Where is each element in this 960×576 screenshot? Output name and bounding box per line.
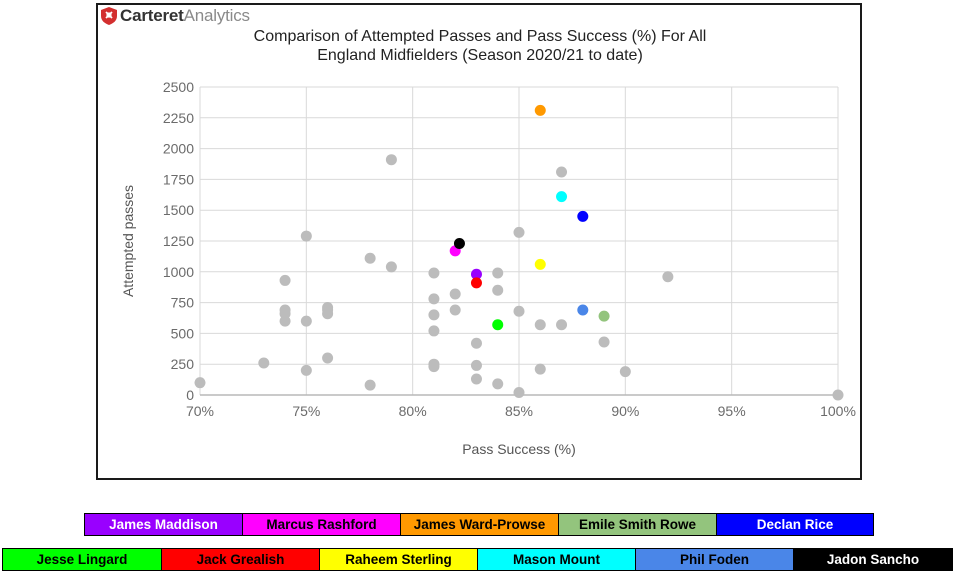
data-point — [300, 230, 312, 242]
legend-item-james-ward-prowse: James Ward-Prowse — [400, 513, 559, 536]
y-tick-label: 750 — [171, 295, 195, 311]
data-point — [428, 309, 440, 321]
x-tick-label: 70% — [186, 403, 214, 419]
legend-item-jack-grealish: Jack Grealish — [161, 548, 320, 571]
player-point-phil-foden — [577, 304, 589, 316]
data-point — [428, 293, 440, 305]
player-point-declan-rice — [577, 210, 589, 222]
y-tick-label: 1000 — [163, 264, 194, 280]
data-point — [832, 389, 844, 401]
data-point — [428, 325, 440, 337]
data-point — [385, 261, 397, 273]
data-point — [556, 166, 568, 178]
player-point-james-maddison — [470, 268, 482, 280]
x-axis-label: Pass Success (%) — [462, 441, 576, 457]
player-point-raheem-sterling — [534, 258, 546, 270]
data-point — [492, 284, 504, 296]
data-point — [449, 288, 461, 300]
data-point — [449, 304, 461, 316]
player-point-jack-grealish — [470, 277, 482, 289]
data-point — [428, 361, 440, 373]
data-point — [662, 271, 674, 283]
data-point — [534, 319, 546, 331]
y-tick-label: 2250 — [163, 110, 194, 126]
legend-item-jesse-lingard: Jesse Lingard — [2, 548, 162, 571]
data-point — [322, 308, 334, 320]
player-point-mason-mount — [556, 191, 568, 203]
y-tick-label: 250 — [171, 356, 195, 372]
x-tick-label: 90% — [611, 403, 639, 419]
player-point-jesse-lingard — [492, 319, 504, 331]
y-tick-label: 2000 — [163, 141, 194, 157]
data-point — [534, 363, 546, 375]
legend-item-raheem-sterling: Raheem Sterling — [319, 548, 478, 571]
data-point — [258, 357, 270, 369]
y-tick-label: 500 — [171, 325, 195, 341]
y-tick-label: 1750 — [163, 171, 194, 187]
chart-title-line-1: Comparison of Attempted Passes and Pass … — [253, 28, 707, 45]
data-point — [619, 366, 631, 378]
player-point-james-ward-prowse — [534, 104, 546, 116]
legend-item-marcus-rashford: Marcus Rashford — [242, 513, 401, 536]
x-tick-label: 75% — [292, 403, 320, 419]
data-point — [470, 337, 482, 349]
legend-item-james-maddison: James Maddison — [84, 513, 243, 536]
x-tick-label: 95% — [718, 403, 746, 419]
legend-row-1: James Maddison Marcus Rashford James Ward-… — [84, 513, 874, 536]
data-point — [279, 274, 291, 286]
data-point — [428, 267, 440, 279]
data-point — [513, 305, 525, 317]
data-point — [300, 315, 312, 327]
data-point — [470, 373, 482, 385]
x-tick-label: 100% — [820, 403, 856, 419]
data-point — [194, 377, 206, 389]
data-point — [322, 352, 334, 364]
data-point — [598, 336, 610, 348]
data-point — [492, 267, 504, 279]
y-tick-label: 2500 — [163, 79, 194, 95]
data-point — [364, 252, 376, 264]
data-point — [470, 359, 482, 371]
legend-item-emile-smith-rowe: Emile Smith Rowe — [558, 513, 717, 536]
brand-logo: CarteretAnalytics — [101, 6, 250, 26]
data-point — [556, 319, 568, 331]
data-point — [300, 364, 312, 376]
legend-item-phil-foden: Phil Foden — [635, 548, 794, 571]
y-tick-label: 1500 — [163, 202, 194, 218]
player-point-jadon-sancho — [453, 237, 465, 249]
y-tick-label: 1250 — [163, 233, 194, 249]
x-tick-label: 80% — [399, 403, 427, 419]
data-point — [513, 226, 525, 238]
y-axis-label: Attempted passes — [120, 185, 136, 297]
brand-name-bold: Carteret — [120, 6, 184, 25]
legend-item-mason-mount: Mason Mount — [477, 548, 636, 571]
brand-name-light: Analytics — [183, 6, 250, 25]
data-point — [385, 154, 397, 166]
data-point — [513, 387, 525, 399]
shield-icon — [101, 7, 117, 25]
player-point-emile-smith-rowe — [598, 310, 610, 322]
legend-item-declan-rice: Declan Rice — [716, 513, 874, 536]
data-point — [364, 379, 376, 391]
legend-item-jadon-sancho: Jadon Sancho — [793, 548, 953, 571]
y-tick-label: 0 — [186, 387, 194, 403]
data-point — [492, 378, 504, 390]
legend-row-2: Jesse Lingard Jack Grealish Raheem Sterlin… — [2, 548, 953, 571]
chart-title-line-2: England Midfielders (Season 2020/21 to d… — [317, 47, 643, 64]
data-point — [279, 315, 291, 327]
x-tick-label: 85% — [505, 403, 533, 419]
